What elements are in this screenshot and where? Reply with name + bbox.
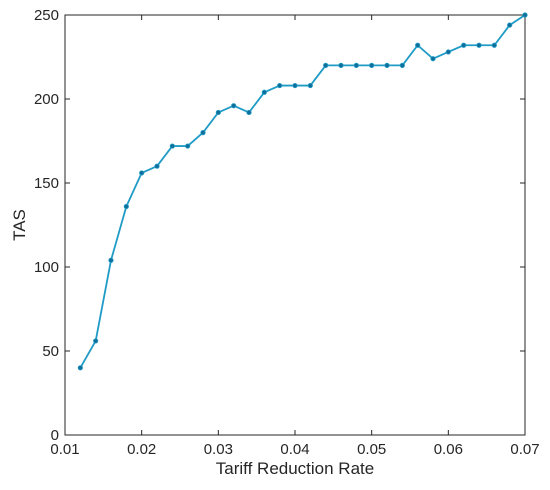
data-point bbox=[154, 163, 160, 169]
data-point bbox=[338, 62, 344, 69]
y-axis-label: TAS bbox=[10, 209, 29, 241]
series-line bbox=[79, 14, 526, 369]
x-axis-ticks: 0.01 0.02 0.03 0.04 0.05 0.06 0.07 bbox=[50, 15, 540, 458]
x-tick-label: 0.05 bbox=[357, 441, 386, 458]
data-point bbox=[200, 130, 206, 136]
x-axis-label: Tariff Reduction Rate bbox=[216, 459, 374, 478]
data-point bbox=[522, 12, 528, 18]
y-tick-label: 200 bbox=[34, 91, 59, 108]
data-point bbox=[461, 42, 467, 48]
data-point bbox=[123, 203, 129, 210]
data-point bbox=[476, 42, 482, 48]
data-point bbox=[353, 62, 359, 69]
y-tick-label: 150 bbox=[34, 175, 59, 192]
data-point bbox=[430, 56, 436, 62]
data-point bbox=[215, 109, 221, 116]
data-point bbox=[369, 62, 375, 69]
x-tick-label: 0.06 bbox=[434, 441, 463, 458]
data-point bbox=[185, 143, 191, 149]
x-tick-label: 0.02 bbox=[127, 441, 156, 458]
x-tick-label: 0.07 bbox=[510, 441, 539, 458]
data-point bbox=[307, 82, 313, 89]
data-point bbox=[323, 62, 329, 69]
data-point bbox=[292, 82, 298, 89]
y-tick-label: 50 bbox=[42, 343, 59, 360]
data-point bbox=[491, 42, 497, 48]
data-point bbox=[246, 109, 252, 116]
data-point bbox=[139, 170, 145, 176]
data-point bbox=[277, 82, 283, 89]
y-tick-label: 0 bbox=[51, 427, 59, 444]
data-point bbox=[77, 365, 83, 371]
data-point bbox=[93, 338, 99, 344]
x-tick-label: 0.01 bbox=[50, 441, 79, 458]
data-point bbox=[415, 42, 421, 48]
data-point bbox=[108, 257, 114, 263]
x-tick-label: 0.03 bbox=[204, 441, 233, 458]
data-point bbox=[169, 143, 175, 149]
x-tick-label: 0.04 bbox=[280, 441, 309, 458]
data-point bbox=[445, 49, 451, 55]
y-axis-ticks: 0 50 100 150 200 250 bbox=[34, 7, 525, 444]
data-point bbox=[399, 62, 405, 69]
data-point bbox=[384, 62, 390, 69]
series-layer bbox=[77, 12, 528, 371]
data-point bbox=[261, 89, 267, 95]
plot-frame bbox=[64, 14, 526, 436]
data-point bbox=[231, 103, 237, 109]
y-tick-label: 250 bbox=[34, 7, 59, 24]
data-point bbox=[507, 22, 513, 28]
y-tick-label: 100 bbox=[34, 259, 59, 276]
